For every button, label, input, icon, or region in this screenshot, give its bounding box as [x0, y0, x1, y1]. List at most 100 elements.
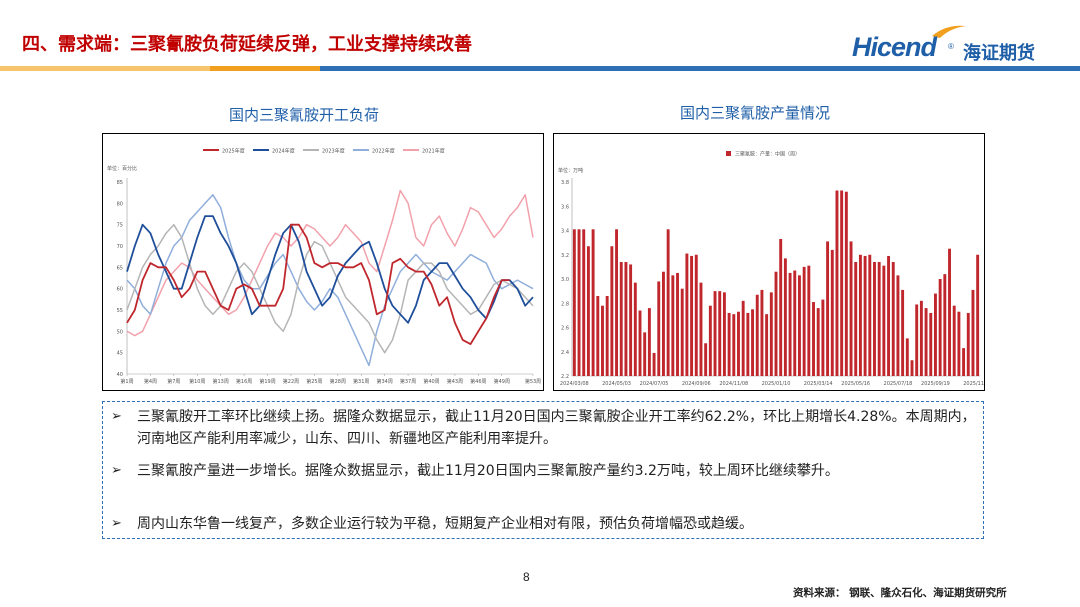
x-tick-label: 第25周 [306, 378, 322, 385]
series-line [126, 223, 510, 346]
bar [690, 255, 694, 376]
bar [596, 295, 600, 376]
x-tick-label: 第28周 [330, 378, 346, 385]
y-tick-label: 50 [117, 329, 123, 335]
bar [887, 255, 891, 376]
bar [737, 311, 740, 376]
x-tick-label: 第10周 [189, 378, 205, 385]
y-tick-label: 2.6 [561, 326, 569, 332]
bar [840, 190, 844, 376]
series-line [126, 215, 534, 324]
x-tick-label: 第7周 [167, 378, 180, 385]
left-chart-title: 国内三聚氰胺开工负荷 [229, 106, 380, 124]
unit-label: 单位：百分比 [107, 165, 137, 172]
bar [582, 229, 586, 376]
bar [821, 299, 825, 376]
bar [910, 360, 914, 376]
legend-label: 2024年度 [272, 148, 295, 155]
bar [680, 288, 684, 376]
arrow-bullet-icon: ➢ [111, 516, 122, 531]
point-text: 三聚氰胺开工率环比继续上扬。据隆众数据显示，截止11月20日国内三聚氰胺企业开工… [137, 409, 976, 447]
x-tick-label: 2025/07/18 [884, 381, 913, 387]
header-bar-light [0, 66, 210, 71]
y-tick-label: 85 [117, 180, 123, 186]
bar [652, 352, 656, 376]
x-tick-label: 2025/03/14 [804, 381, 833, 387]
x-tick-label: 第4周 [144, 378, 157, 385]
legend-label: 2023年度 [322, 148, 345, 155]
x-tick-label: 2025/01/10 [762, 381, 791, 387]
bar [952, 305, 956, 376]
bar [601, 305, 604, 376]
bar [661, 271, 665, 376]
bar [863, 255, 867, 376]
bar [765, 314, 769, 376]
bar [901, 289, 905, 376]
x-tick-label: 2025/05/16 [841, 381, 870, 387]
key-points-box: ➢ 三聚氰胺开工率环比继续上扬。据隆众数据显示，截止11月20日国内三聚氰胺企业… [102, 401, 984, 539]
y-tick-label: 55 [117, 308, 123, 314]
x-tick-label: 第16周 [236, 378, 252, 385]
bar [915, 304, 919, 376]
bar [812, 302, 815, 376]
right-chart: 三聚氰胺：产量：中国（周） 单位：万吨 2.2 2.4 2.6 2.8 3.0 3.2 3.4 3… [553, 133, 985, 391]
legend-label: 2022年度 [372, 148, 395, 155]
unit-label: 单位：万吨 [558, 167, 583, 174]
x-tick-label: 第46周 [470, 378, 486, 385]
y-tick-label: 2.8 [561, 301, 569, 307]
bar [929, 312, 933, 376]
bar [727, 312, 731, 376]
y-tick-label: 65 [117, 265, 123, 271]
x-tick-label: 2024/07/05 [640, 381, 669, 387]
x-tick-label: 第1周 [120, 378, 133, 385]
page-number: 8 [523, 570, 530, 584]
bar [896, 275, 900, 376]
x-tick-label: 2024/05/03 [602, 381, 631, 387]
bar [572, 229, 576, 376]
bar [858, 254, 862, 376]
bar [657, 281, 661, 376]
bar [826, 241, 830, 376]
bar [962, 348, 966, 376]
y-tick-label: 70 [117, 244, 123, 250]
x-tick-label: 第13周 [213, 378, 229, 385]
x-tick-label: 第34周 [376, 378, 392, 385]
x-tick-label: 第43周 [447, 378, 463, 385]
bar [769, 292, 773, 376]
bar [873, 262, 876, 376]
bar [694, 254, 698, 376]
right-chart-title: 国内三聚氰胺产量情况 [680, 104, 831, 122]
bar [948, 248, 951, 376]
x-tick-label: 2025/09/19 [921, 381, 950, 387]
x-tick-label: 第37周 [400, 378, 416, 385]
bar [624, 262, 628, 376]
bar [788, 272, 792, 376]
bar-chart-svg: 三聚氰胺：产量：中国（周） 单位：万吨 2.2 2.4 2.6 2.8 3.0 3.2 3.4 3… [558, 151, 984, 388]
bar [629, 264, 633, 376]
logo-text-cn: 海证期货 [963, 43, 1035, 64]
page-title: 四、需求端：三聚氰胺负荷延续反弹，工业支撑持续改善 [22, 34, 472, 55]
legend-swatch [726, 151, 731, 156]
bar [591, 229, 595, 376]
y-tick-label: 3.8 [561, 180, 569, 186]
bar [699, 282, 703, 376]
legend-label: 三聚氰胺：产量：中国（周） [735, 151, 800, 158]
bar [647, 308, 651, 376]
bar [718, 291, 722, 377]
y-tick-label: 2.2 [561, 374, 569, 380]
bar [633, 282, 637, 376]
source-note: 资料来源： 钢联、隆众石化、海证期货研究所 [793, 587, 1007, 599]
bar [779, 238, 783, 376]
bar [643, 332, 647, 376]
bar [774, 271, 778, 376]
bar [666, 229, 670, 376]
logo-swoosh-icon [932, 25, 966, 38]
y-tick-label: 40 [117, 372, 123, 378]
bar [586, 246, 590, 376]
bar [868, 254, 872, 376]
bar [891, 262, 895, 376]
point-text: 三聚氰胺产量进一步增长。据隆众数据显示，截止11月20日国内三聚氰胺产量约3.2… [137, 463, 839, 479]
y-tick-label: 3.0 [561, 277, 569, 283]
bar [919, 300, 923, 376]
